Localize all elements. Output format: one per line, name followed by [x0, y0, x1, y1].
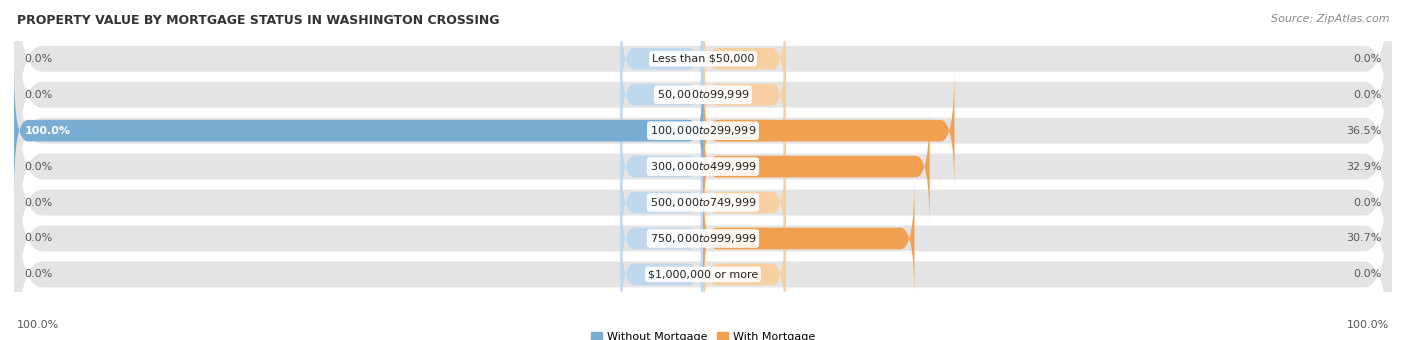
FancyBboxPatch shape	[14, 143, 1392, 340]
Text: 0.0%: 0.0%	[24, 54, 52, 64]
FancyBboxPatch shape	[703, 177, 786, 300]
Text: $100,000 to $299,999: $100,000 to $299,999	[650, 124, 756, 137]
Text: $750,000 to $999,999: $750,000 to $999,999	[650, 232, 756, 245]
Text: 0.0%: 0.0%	[24, 234, 52, 243]
Text: PROPERTY VALUE BY MORTGAGE STATUS IN WASHINGTON CROSSING: PROPERTY VALUE BY MORTGAGE STATUS IN WAS…	[17, 14, 499, 27]
FancyBboxPatch shape	[703, 70, 955, 192]
FancyBboxPatch shape	[14, 36, 1392, 298]
Text: 0.0%: 0.0%	[24, 198, 52, 207]
FancyBboxPatch shape	[14, 70, 703, 192]
FancyBboxPatch shape	[14, 0, 1392, 190]
Text: 0.0%: 0.0%	[24, 162, 52, 172]
Text: 0.0%: 0.0%	[1354, 90, 1382, 100]
Text: 30.7%: 30.7%	[1346, 234, 1382, 243]
Text: $300,000 to $499,999: $300,000 to $499,999	[650, 160, 756, 173]
Text: 0.0%: 0.0%	[1354, 269, 1382, 279]
Text: 100.0%: 100.0%	[17, 320, 59, 330]
Text: $500,000 to $749,999: $500,000 to $749,999	[650, 196, 756, 209]
Text: 36.5%: 36.5%	[1347, 126, 1382, 136]
Text: 32.9%: 32.9%	[1346, 162, 1382, 172]
Text: 0.0%: 0.0%	[24, 269, 52, 279]
Legend: Without Mortgage, With Mortgage: Without Mortgage, With Mortgage	[591, 332, 815, 340]
Text: 100.0%: 100.0%	[24, 126, 70, 136]
Text: 0.0%: 0.0%	[1354, 198, 1382, 207]
FancyBboxPatch shape	[620, 177, 703, 300]
FancyBboxPatch shape	[620, 0, 703, 120]
FancyBboxPatch shape	[620, 70, 703, 192]
FancyBboxPatch shape	[703, 141, 786, 264]
FancyBboxPatch shape	[703, 213, 786, 336]
Text: 0.0%: 0.0%	[1354, 54, 1382, 64]
Text: Source: ZipAtlas.com: Source: ZipAtlas.com	[1271, 14, 1389, 23]
FancyBboxPatch shape	[14, 0, 1392, 261]
Text: Less than $50,000: Less than $50,000	[652, 54, 754, 64]
Text: 100.0%: 100.0%	[1347, 320, 1389, 330]
Text: $50,000 to $99,999: $50,000 to $99,999	[657, 88, 749, 101]
Text: 0.0%: 0.0%	[24, 90, 52, 100]
FancyBboxPatch shape	[703, 70, 786, 192]
FancyBboxPatch shape	[14, 108, 1392, 340]
FancyBboxPatch shape	[620, 141, 703, 264]
FancyBboxPatch shape	[14, 0, 1392, 225]
Text: $1,000,000 or more: $1,000,000 or more	[648, 269, 758, 279]
FancyBboxPatch shape	[703, 34, 786, 156]
FancyBboxPatch shape	[703, 105, 929, 228]
FancyBboxPatch shape	[620, 213, 703, 336]
FancyBboxPatch shape	[14, 72, 1392, 334]
FancyBboxPatch shape	[703, 0, 786, 120]
FancyBboxPatch shape	[703, 105, 786, 228]
FancyBboxPatch shape	[703, 177, 914, 300]
FancyBboxPatch shape	[620, 34, 703, 156]
FancyBboxPatch shape	[620, 105, 703, 228]
